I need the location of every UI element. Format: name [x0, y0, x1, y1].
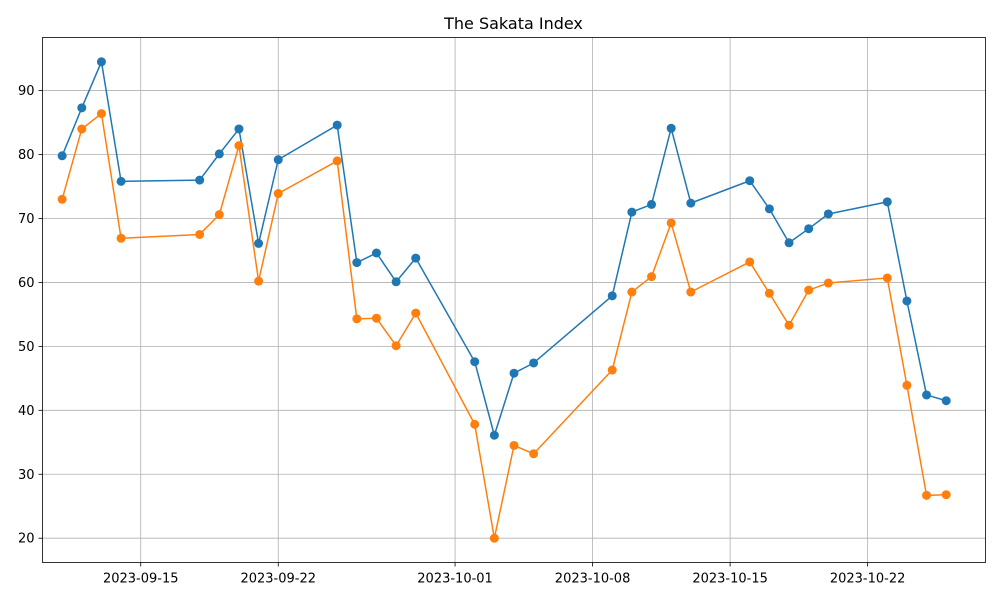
data-point	[686, 198, 696, 208]
data-point	[666, 123, 676, 133]
data-point	[96, 109, 106, 119]
series-layer	[57, 57, 951, 543]
data-point	[411, 253, 421, 263]
y-tick-label: 30	[18, 468, 35, 483]
y-tick-label: 70	[18, 212, 35, 227]
x-tick-label: 2023-10-15	[692, 572, 768, 587]
data-point	[116, 233, 126, 243]
data-point	[823, 209, 833, 219]
data-point	[745, 257, 755, 267]
data-point	[352, 258, 362, 268]
data-point	[882, 197, 892, 207]
data-point	[96, 57, 106, 67]
data-point	[784, 238, 794, 248]
data-point	[371, 313, 381, 323]
data-point	[823, 278, 833, 288]
data-point	[195, 229, 205, 239]
data-point	[470, 357, 480, 367]
data-point	[254, 238, 264, 248]
data-point	[902, 380, 912, 390]
data-point	[352, 314, 362, 324]
x-tick-label: 2023-09-15	[103, 572, 179, 587]
data-point	[273, 189, 283, 199]
data-point	[234, 141, 244, 151]
data-point	[764, 204, 774, 214]
data-point	[647, 199, 657, 209]
data-point	[529, 358, 539, 368]
data-point	[627, 207, 637, 217]
data-point	[332, 156, 342, 166]
data-point	[745, 176, 755, 186]
x-tick-label: 2023-09-22	[240, 572, 316, 587]
y-tick-label: 20	[18, 532, 35, 547]
y-tick-label: 60	[18, 276, 35, 291]
x-tick-label: 2023-10-08	[555, 572, 631, 587]
data-point	[489, 430, 499, 440]
data-point	[77, 124, 87, 134]
data-point	[922, 490, 932, 500]
data-point	[234, 124, 244, 134]
data-point	[195, 175, 205, 185]
y-tick-label: 80	[18, 148, 35, 163]
y-tick-label: 50	[18, 340, 35, 355]
series-line	[61, 61, 947, 436]
data-point	[784, 320, 794, 330]
data-point	[607, 291, 617, 301]
data-point	[391, 341, 401, 351]
data-point	[332, 120, 342, 130]
data-point	[941, 490, 951, 500]
series-line	[61, 112, 947, 539]
x-tick-label: 2023-10-22	[830, 572, 906, 587]
chart-title: The Sakata Index	[443, 14, 583, 33]
data-point	[882, 273, 892, 283]
data-point	[647, 272, 657, 282]
data-point	[804, 224, 814, 234]
y-tick-label: 40	[18, 404, 35, 419]
data-point	[902, 296, 912, 306]
data-point	[509, 440, 519, 450]
data-point	[489, 533, 499, 543]
data-point	[627, 287, 637, 297]
y-axis: 20 30 40 50 60 70 80 90	[18, 84, 43, 547]
data-point	[529, 449, 539, 459]
data-point	[254, 276, 264, 286]
series-1	[57, 57, 951, 440]
data-point	[57, 151, 67, 161]
data-point	[391, 277, 401, 287]
data-point	[666, 218, 676, 228]
data-point	[509, 368, 519, 378]
x-axis: 2023-09-15 2023-09-22 2023-10-01 2023-10-08…	[103, 562, 906, 587]
data-point	[77, 103, 87, 113]
data-point	[686, 287, 696, 297]
grid	[42, 37, 986, 563]
data-point	[273, 155, 283, 165]
series-2	[57, 109, 951, 543]
data-point	[804, 285, 814, 295]
x-tick-label: 2023-10-01	[417, 572, 493, 587]
data-point	[764, 288, 774, 298]
data-point	[371, 248, 381, 258]
data-point	[116, 176, 126, 186]
data-point	[922, 390, 932, 400]
data-point	[607, 365, 617, 375]
data-point	[470, 419, 480, 429]
y-tick-label: 90	[18, 84, 35, 99]
data-point	[57, 194, 67, 204]
data-point	[214, 210, 224, 220]
data-point	[214, 149, 224, 159]
plot-frame	[42, 37, 986, 563]
data-point	[411, 308, 421, 318]
data-point	[941, 396, 951, 406]
